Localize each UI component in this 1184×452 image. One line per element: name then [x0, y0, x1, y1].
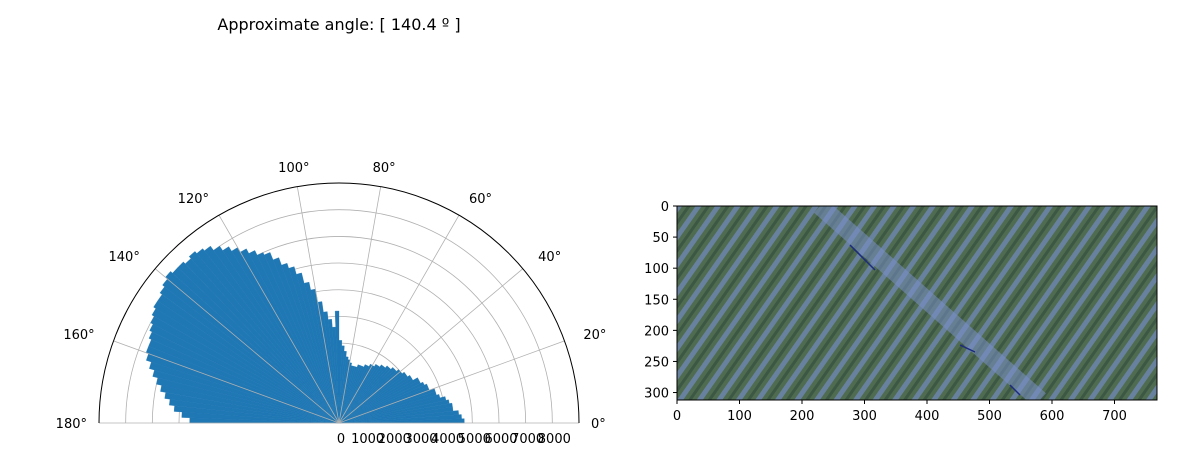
- angle-tick-label: 120°: [178, 192, 209, 207]
- histogram-bar: [149, 361, 340, 424]
- x-tick-label: 200: [790, 409, 815, 424]
- radial-tick-label: 7000: [511, 432, 544, 447]
- histogram-bar: [338, 375, 412, 424]
- histogram-bar: [338, 364, 384, 424]
- angle-tick-label: 100°: [278, 161, 309, 176]
- angle-tick-label: 180°: [56, 417, 87, 432]
- image-diagonal-streak: [814, 206, 1046, 400]
- histogram-bar: [173, 405, 340, 424]
- image-x-ticks: 0 100 200 300 400 500 600 700: [673, 400, 1127, 424]
- histogram-bar: [181, 411, 340, 424]
- histogram-bar: [338, 364, 361, 424]
- histogram-bar: [338, 367, 395, 424]
- polar-frame: [98, 182, 580, 424]
- y-tick-label: 150: [644, 293, 669, 308]
- x-tick-label: 400: [915, 409, 940, 424]
- angle-tick-label: 60°: [469, 192, 492, 207]
- grid-spoke: [338, 268, 524, 424]
- histogram-bar: [153, 300, 340, 424]
- angle-tick-label: 20°: [583, 328, 606, 343]
- angle-tick-labels: 0° 20° 40° 60° 80° 100° 120° 140° 160° 180°: [56, 161, 607, 432]
- polar-bars: [145, 245, 465, 424]
- x-tick-label: 300: [852, 409, 877, 424]
- radial-tick-label: 4000: [431, 432, 464, 447]
- radial-tick-label: 6000: [484, 432, 517, 447]
- histogram-bar: [164, 392, 340, 424]
- x-tick-label: 600: [1040, 409, 1065, 424]
- histogram-bar: [159, 286, 340, 424]
- y-tick-label: 50: [652, 231, 669, 246]
- radial-tick-label: 2000: [378, 432, 411, 447]
- x-tick-label: 500: [977, 409, 1002, 424]
- histogram-bar: [148, 331, 340, 424]
- grid-spoke: [338, 186, 382, 424]
- polar-grid-spokes: [99, 186, 579, 424]
- image-frame: [676, 205, 1158, 401]
- histogram-bar: [338, 371, 407, 424]
- grid-spoke: [296, 186, 340, 424]
- angle-tick-label: 40°: [538, 250, 561, 265]
- histogram-bar: [151, 308, 340, 424]
- x-tick-label: 100: [727, 409, 752, 424]
- radial-tick-label: 5000: [458, 432, 491, 447]
- histogram-bar: [338, 377, 420, 424]
- histogram-bar: [156, 377, 340, 424]
- grid-spoke: [218, 214, 340, 424]
- y-tick-label: 300: [644, 387, 669, 402]
- y-tick-label: 250: [644, 355, 669, 370]
- radial-tick-label: 0: [337, 432, 345, 447]
- histogram-bar: [338, 381, 425, 424]
- histogram-bar: [338, 365, 390, 424]
- histogram-bar: [160, 385, 340, 424]
- image-panel: 0 100 200 300 400 500 600 700 0 50 100 150 200 250 30…: [644, 200, 1158, 424]
- radial-tick-label: 1000: [351, 432, 384, 447]
- x-tick-label: 0: [673, 409, 681, 424]
- grid-spoke: [154, 268, 340, 424]
- histogram-bar: [152, 369, 340, 424]
- image-y-ticks: 0 50 100 150 200 250 300: [644, 200, 677, 402]
- angle-tick-label: 140°: [109, 250, 140, 265]
- angle-tick-label: 80°: [373, 161, 396, 176]
- grid-circle: [125, 209, 553, 424]
- histogram-bar: [150, 316, 340, 424]
- y-tick-label: 100: [644, 262, 669, 277]
- y-tick-label: 200: [644, 324, 669, 339]
- x-tick-label: 700: [1102, 409, 1127, 424]
- radial-tick-label: 3000: [404, 432, 437, 447]
- histogram-bar: [169, 399, 340, 424]
- angle-tick-label: 0°: [591, 417, 606, 432]
- grid-spoke: [338, 214, 460, 424]
- histogram-bar: [149, 323, 340, 424]
- histogram-bar: [338, 363, 378, 424]
- grid-spoke: [338, 340, 565, 424]
- radial-tick-label: 8000: [538, 432, 571, 447]
- chart-title: Approximate angle: [ 140.4 º ]: [217, 15, 460, 34]
- grid-spoke: [113, 340, 340, 424]
- angle-tick-label: 160°: [63, 328, 94, 343]
- histogram-bar: [188, 251, 340, 424]
- histogram-bar: [338, 364, 368, 424]
- y-tick-label: 0: [661, 200, 669, 215]
